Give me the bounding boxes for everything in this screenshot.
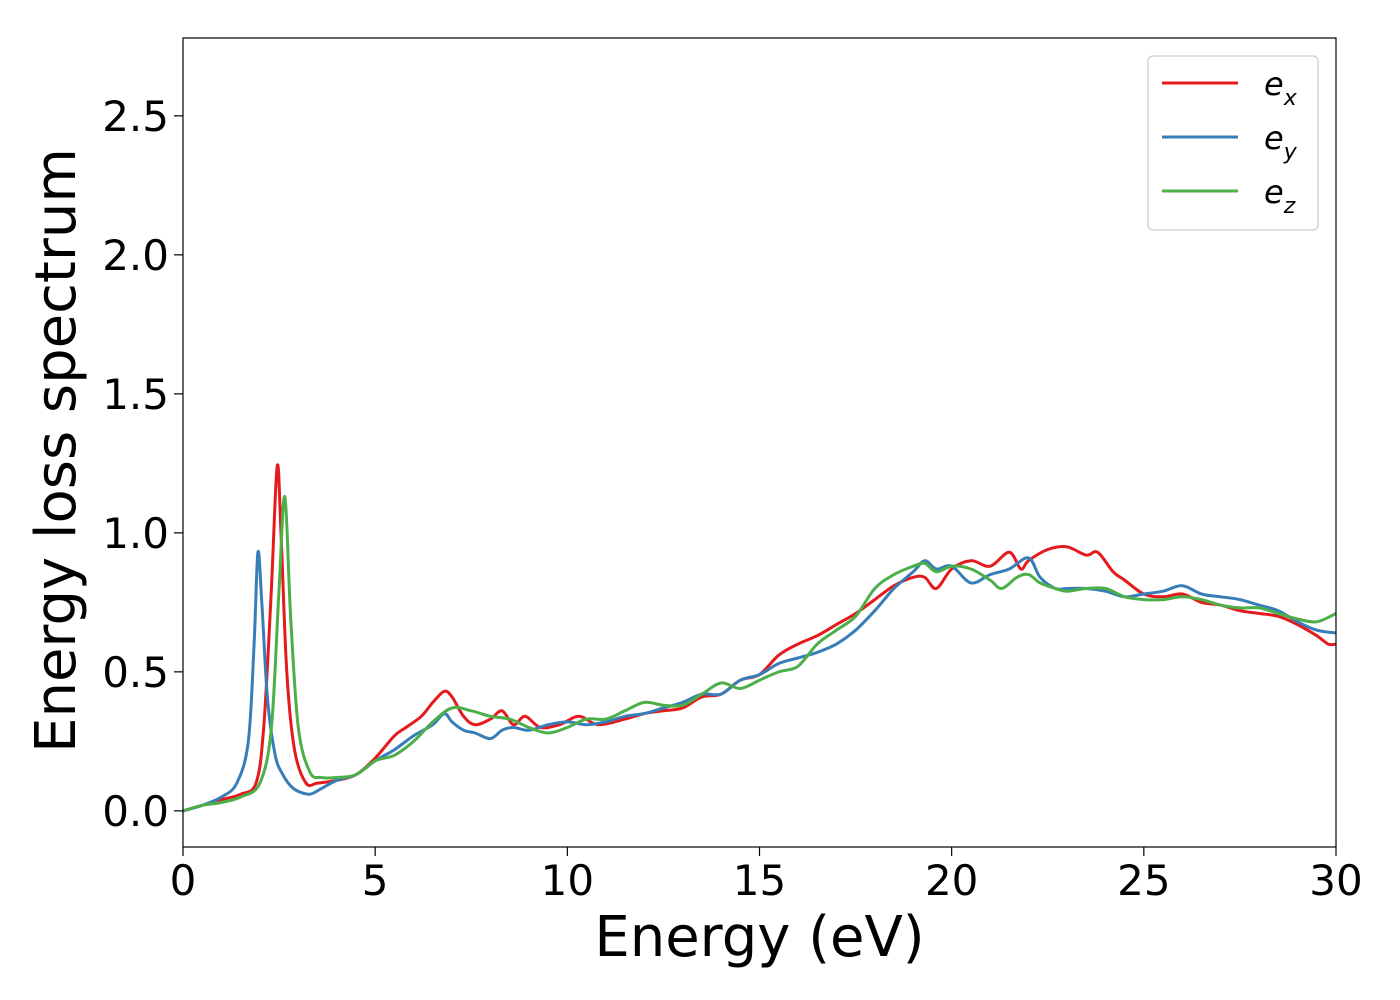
x-axis-ticks: 0 5 10 15 20 25 30 [170,847,1363,905]
y-tick-label: 0.5 [102,648,169,697]
y-tick-label: 2.5 [102,92,169,141]
y-tick-label: 0.0 [102,787,169,836]
x-axis-label: Energy (eV) [594,905,924,970]
y-axis-label: Energy loss spectrum [24,148,89,753]
series-layer [182,463,1337,813]
x-tick-label: 15 [733,856,786,905]
series-line-e-y [182,549,1337,813]
legend-frame [1147,55,1319,231]
y-tick-label: 1.0 [102,509,169,558]
legend-label-subscript: x [1283,86,1298,111]
series-line-e-z [182,495,1337,813]
x-tick-label: 10 [541,856,594,905]
legend-label-subscript: y [1283,140,1298,165]
x-tick-label: 30 [1309,856,1362,905]
x-tick-label: 20 [925,856,978,905]
x-tick-label: 5 [362,856,389,905]
y-tick-label: 1.5 [102,370,169,419]
x-tick-label: 25 [1117,856,1170,905]
legend-label-subscript: z [1283,194,1296,219]
x-tick-label: 0 [170,856,197,905]
y-axis-ticks: 0.0 0.5 1.0 1.5 2.0 2.5 [102,92,183,836]
series-line-e-x [182,463,1337,813]
y-tick-label: 2.0 [102,231,169,280]
